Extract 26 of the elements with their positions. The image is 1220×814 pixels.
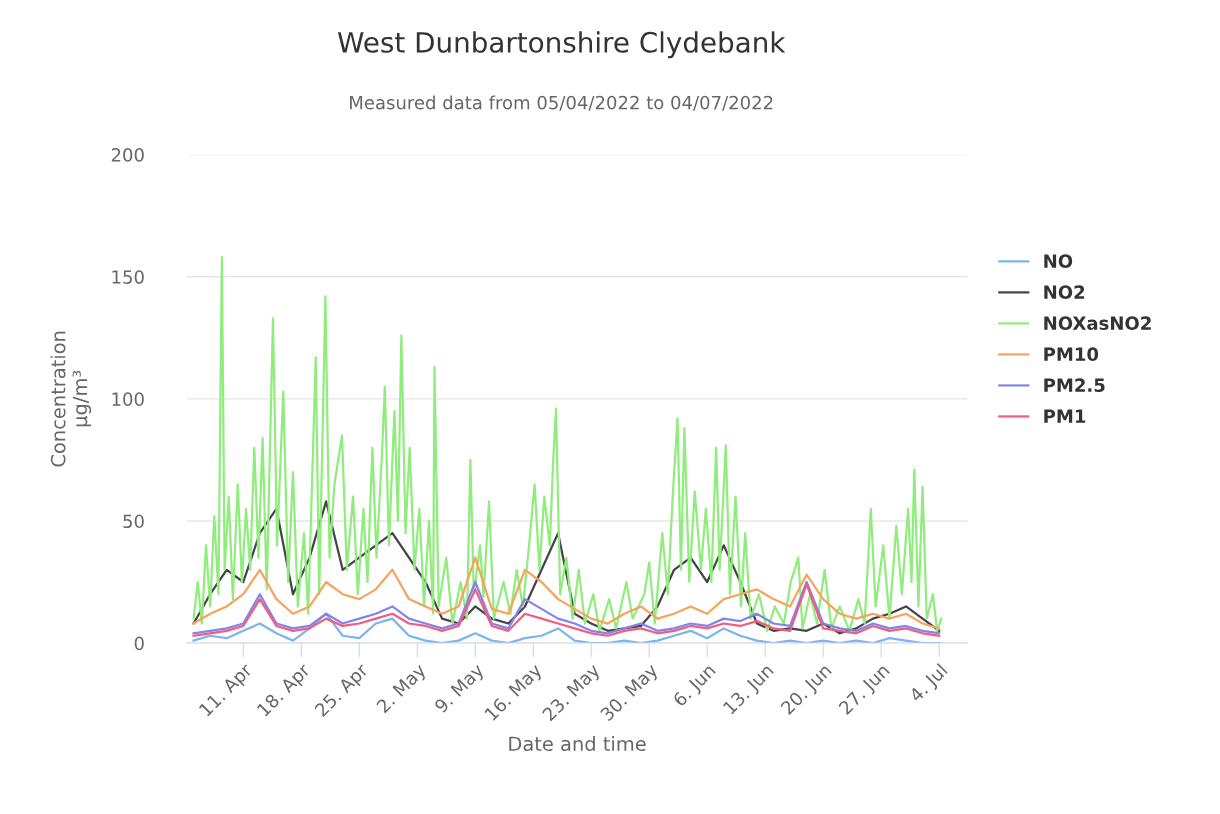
- y-tick-label: 50: [123, 514, 144, 529]
- legend-label: NO2: [1044, 285, 1085, 299]
- y-tick-label: 0: [134, 636, 144, 651]
- x-tick-label: 25. Apr: [313, 662, 372, 720]
- line-series: [192, 556, 941, 630]
- legend-label: NO: [1044, 254, 1073, 268]
- legend-label: NOXasNO2: [1044, 316, 1151, 330]
- y-tick-label: 200: [111, 148, 144, 162]
- x-tick-label: 27. Jun: [838, 663, 893, 718]
- x-tick-label: 4. Jul: [908, 663, 951, 706]
- x-tick-label: 13. Jun: [722, 663, 777, 717]
- x-tick-label: 6. Jun: [672, 663, 719, 710]
- y-axis-title: Concentration μg/m³: [50, 331, 92, 467]
- line-series: [192, 500, 941, 635]
- chart-subtitle: Measured data from 05/04/2022 to 04/07/2022: [350, 95, 773, 111]
- chart-title: West Dunbartonshire Clydebank: [337, 31, 786, 59]
- x-tick-label: 18. Apr: [256, 662, 314, 720]
- y-tick-label: 150: [112, 270, 144, 284]
- legend-label: PM10: [1044, 347, 1099, 361]
- legend-label: PM2.5: [1044, 378, 1105, 393]
- x-axis-title: Date and time: [509, 736, 646, 752]
- line-series: [192, 256, 943, 632]
- x-tick-label: 11. Apr: [198, 662, 256, 720]
- x-tick-label: 20. Jun: [780, 663, 835, 718]
- y-tick-label: 100: [112, 392, 144, 406]
- legend-label: PM1: [1044, 409, 1086, 423]
